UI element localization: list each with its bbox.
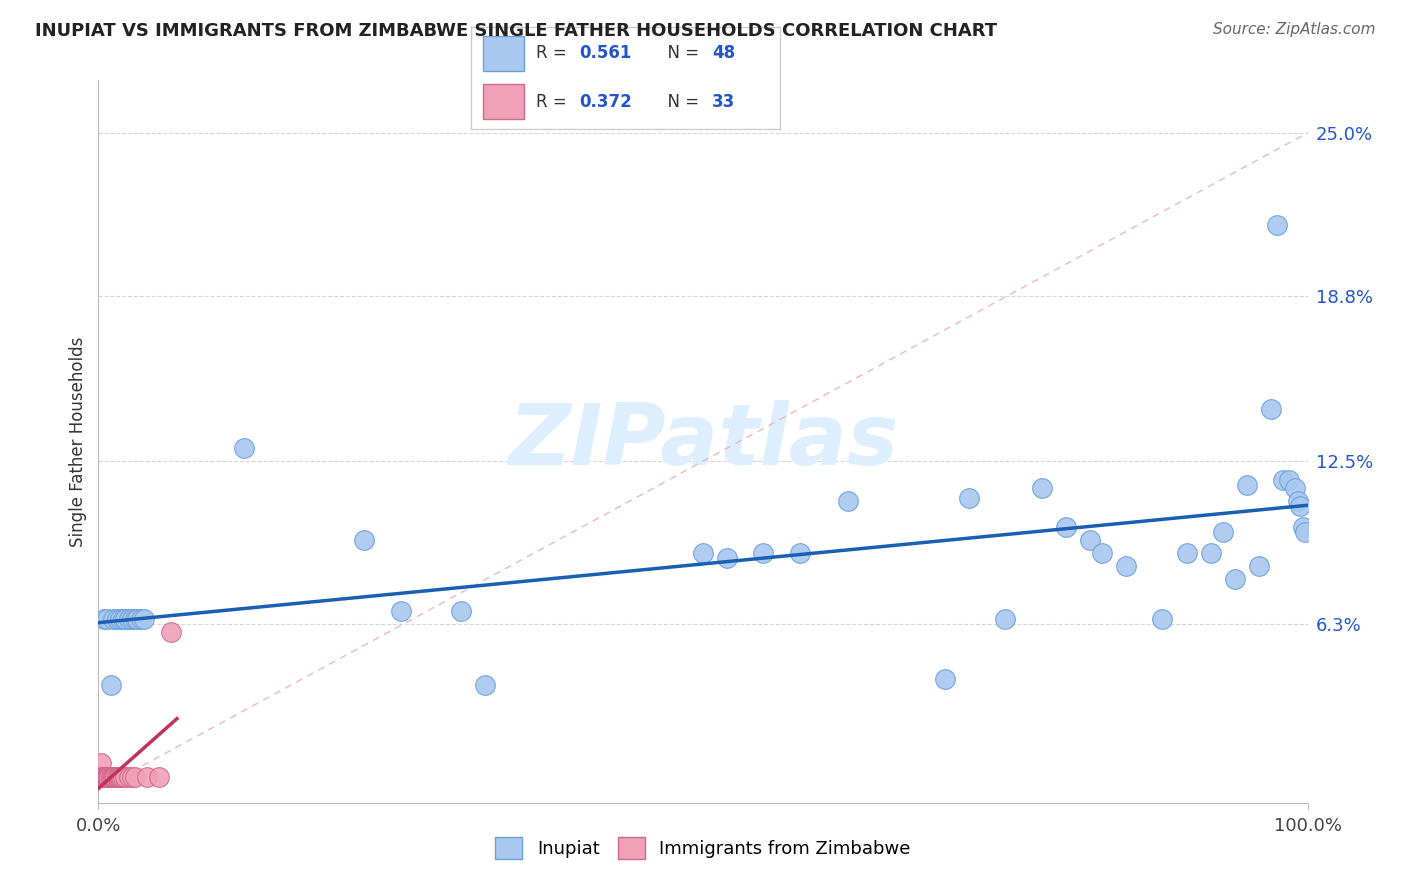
Point <box>97 770 120 784</box>
Point <box>1286 493 1309 508</box>
Point <box>124 612 146 626</box>
Point <box>789 546 811 560</box>
Point <box>121 770 143 784</box>
Point <box>1278 473 1301 487</box>
Point <box>93 770 115 784</box>
Point <box>692 546 714 560</box>
Point <box>104 770 127 784</box>
Point <box>108 770 131 784</box>
Point <box>118 770 141 784</box>
Text: R =: R = <box>536 45 572 62</box>
Point <box>1289 499 1312 513</box>
Point <box>96 612 118 626</box>
Point <box>1260 401 1282 416</box>
Point <box>1236 478 1258 492</box>
Point <box>752 546 775 560</box>
Point <box>91 770 114 784</box>
Point <box>100 770 122 784</box>
Text: N =: N = <box>657 45 704 62</box>
Point <box>837 493 859 508</box>
Point <box>110 770 132 784</box>
Point <box>1091 546 1114 560</box>
Point <box>1152 612 1174 626</box>
Point <box>1031 481 1053 495</box>
Point <box>94 770 117 784</box>
Point <box>135 770 157 784</box>
Point <box>91 770 114 784</box>
Point <box>1175 546 1198 560</box>
Point <box>1284 481 1306 495</box>
Point <box>100 770 122 784</box>
Text: 0.372: 0.372 <box>579 93 633 111</box>
Point <box>108 612 131 626</box>
Point <box>98 770 121 784</box>
FancyBboxPatch shape <box>484 84 523 119</box>
Point <box>101 612 124 626</box>
Point <box>103 770 125 784</box>
Point <box>111 770 134 784</box>
Point <box>94 770 117 784</box>
Text: R =: R = <box>536 93 572 111</box>
Point <box>1212 525 1234 540</box>
Point <box>1078 533 1101 547</box>
Point <box>353 533 375 547</box>
Text: 48: 48 <box>713 45 735 62</box>
Point <box>124 770 146 784</box>
Point <box>450 604 472 618</box>
Point <box>96 770 118 784</box>
Legend: Inupiat, Immigrants from Zimbabwe: Inupiat, Immigrants from Zimbabwe <box>488 830 918 866</box>
Point <box>1054 520 1077 534</box>
Point <box>1267 218 1289 232</box>
Text: N =: N = <box>657 93 704 111</box>
Point <box>232 441 254 455</box>
Point <box>111 612 134 626</box>
FancyBboxPatch shape <box>484 36 523 70</box>
Point <box>108 770 131 784</box>
Point <box>97 770 120 784</box>
Y-axis label: Single Father Households: Single Father Households <box>69 336 87 547</box>
Point <box>1199 546 1222 560</box>
Point <box>93 770 115 784</box>
Point <box>105 612 128 626</box>
Point <box>89 770 111 784</box>
Point <box>994 612 1017 626</box>
Point <box>934 673 956 687</box>
Point <box>100 677 122 691</box>
Text: Source: ZipAtlas.com: Source: ZipAtlas.com <box>1212 22 1375 37</box>
Point <box>98 770 121 784</box>
Point <box>148 770 170 784</box>
Point <box>105 770 128 784</box>
Text: ZIPatlas: ZIPatlas <box>508 400 898 483</box>
Point <box>114 770 136 784</box>
Point <box>114 612 136 626</box>
Text: 0.561: 0.561 <box>579 45 631 62</box>
Point <box>1272 473 1295 487</box>
Point <box>129 612 152 626</box>
Point <box>716 551 738 566</box>
Point <box>957 491 980 505</box>
Point <box>1115 559 1137 574</box>
Point <box>1292 520 1315 534</box>
Point <box>160 625 183 640</box>
Point <box>134 612 156 626</box>
Point <box>389 604 412 618</box>
Text: 33: 33 <box>713 93 735 111</box>
Point <box>90 756 112 771</box>
Point <box>101 770 124 784</box>
Point <box>93 612 115 626</box>
Point <box>1223 573 1246 587</box>
Point <box>1249 559 1271 574</box>
Point <box>118 612 141 626</box>
Point <box>107 770 129 784</box>
Point <box>1294 525 1316 540</box>
Point <box>96 770 118 784</box>
Point <box>127 612 149 626</box>
Point <box>100 770 122 784</box>
Point <box>121 612 143 626</box>
Text: INUPIAT VS IMMIGRANTS FROM ZIMBABWE SINGLE FATHER HOUSEHOLDS CORRELATION CHART: INUPIAT VS IMMIGRANTS FROM ZIMBABWE SING… <box>35 22 997 40</box>
Point <box>474 677 496 691</box>
